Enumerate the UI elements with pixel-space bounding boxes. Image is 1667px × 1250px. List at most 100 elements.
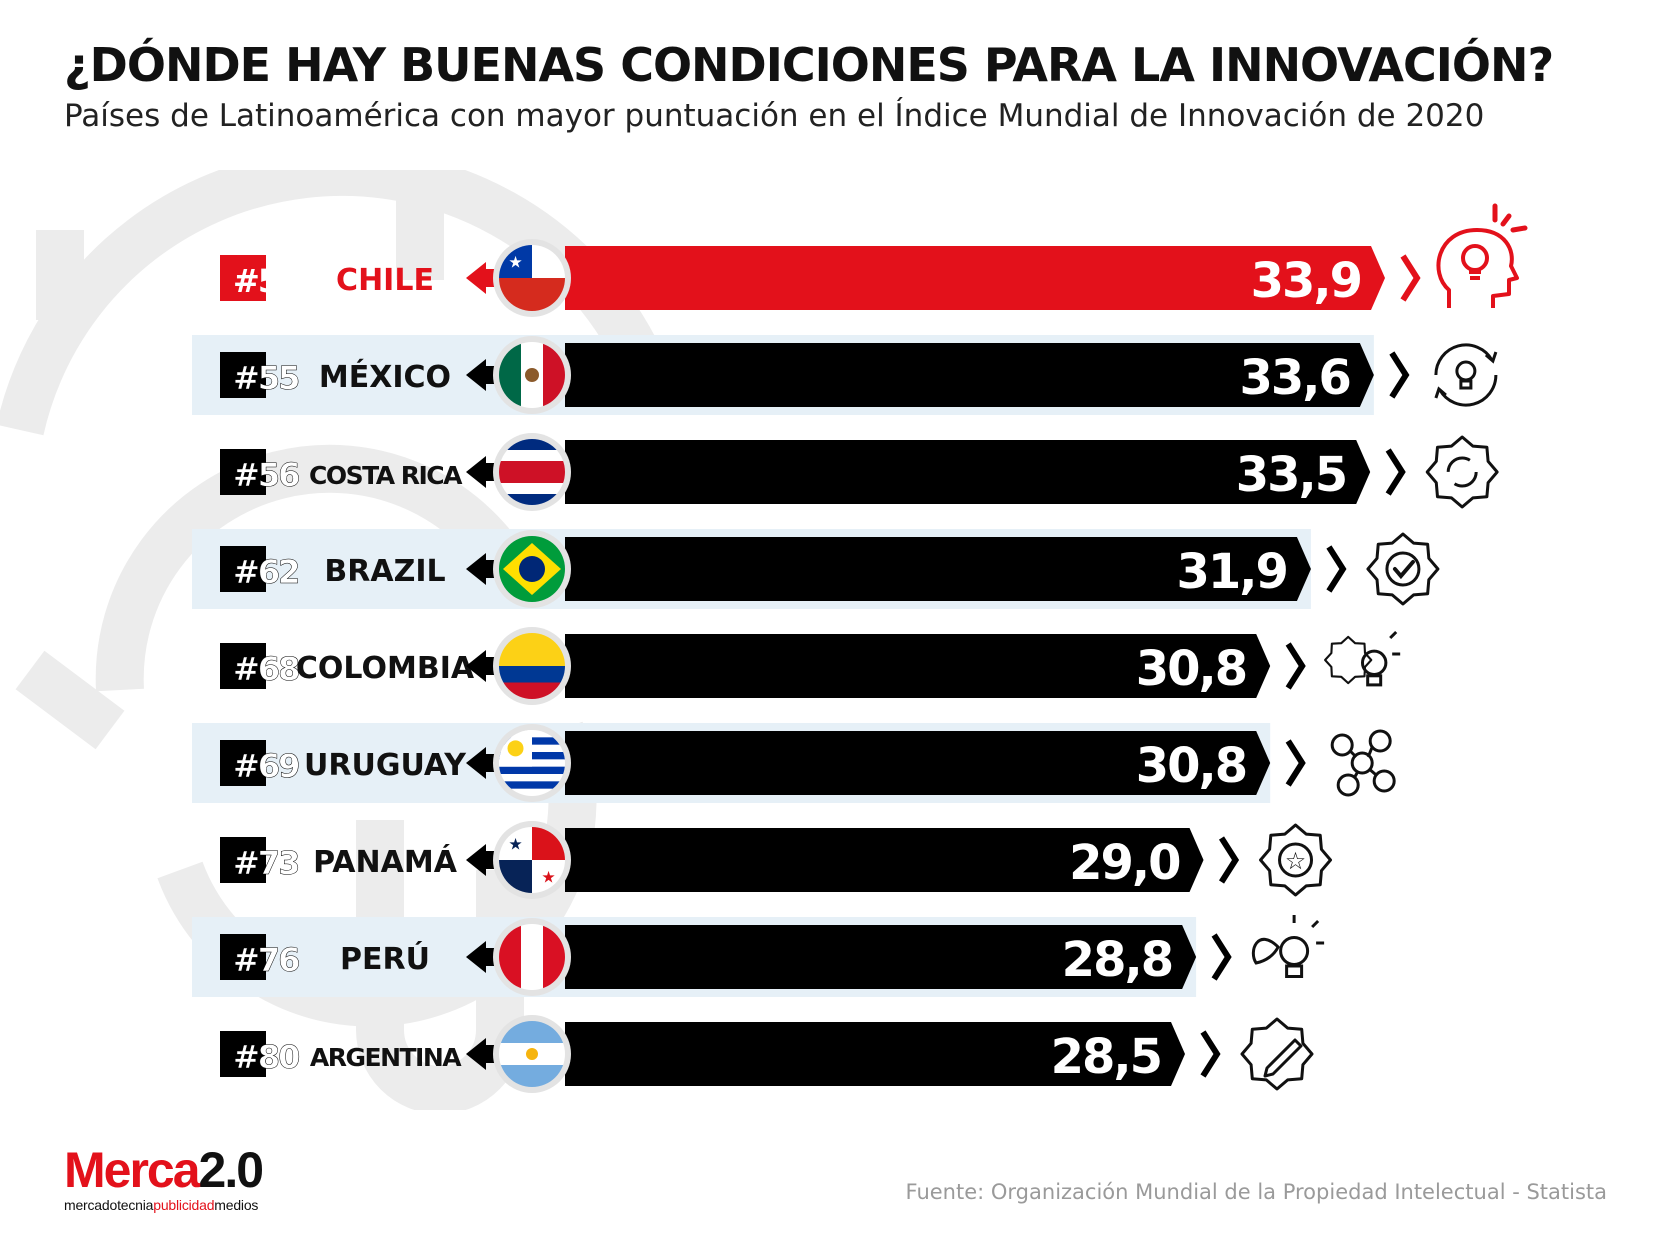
- bar-chart: #54 CHILE ★ 33,9 #55 MÉXICO 33,6 #56 COSTA RICA 3…: [192, 203, 1528, 1093]
- leaf: [1251, 938, 1280, 965]
- rank-label: #54: [233, 262, 299, 300]
- bar-row: #73 PANAMÁ★★ 29,0 ☆: [220, 821, 1333, 899]
- chevron-icon: [1285, 642, 1306, 690]
- bar: [565, 731, 1271, 795]
- flag-band: [499, 1065, 565, 1087]
- node: [1350, 751, 1374, 775]
- flag-band: [521, 924, 543, 990]
- head-lightbulb-icon: [1436, 203, 1528, 308]
- pointer-arrow: [466, 456, 486, 488]
- country-label: PERÚ: [340, 940, 430, 977]
- flag-band: [499, 1021, 565, 1043]
- pointer-arrow: [466, 359, 486, 391]
- rank-badge-box: [220, 643, 266, 689]
- value-label: 33,5: [1236, 447, 1346, 503]
- bulb-base: [1285, 964, 1304, 978]
- bulb-glass: [1360, 649, 1388, 676]
- rank-badge: #54: [220, 255, 301, 301]
- gear-cycle-icon: [1425, 435, 1499, 509]
- lightbulb-cycle-icon: [1434, 343, 1498, 407]
- flag-band: [499, 788, 565, 796]
- flag-fill: ★★: [499, 827, 565, 893]
- bar: [565, 343, 1374, 407]
- colombia-flag: [493, 627, 571, 705]
- value-label: 30,8: [1136, 738, 1246, 794]
- chevron-icon: [1218, 836, 1240, 884]
- gear-outline: [1259, 823, 1333, 897]
- bar-row: #80 ARGENTINA 28,5: [220, 1015, 1314, 1093]
- logo-merca-text: Merca: [64, 1142, 201, 1198]
- flag-fill: [499, 439, 565, 505]
- rank-label: #73: [233, 844, 298, 882]
- pointer-arrow: [466, 747, 486, 779]
- bulb-glass: [1279, 936, 1310, 966]
- logo-tag-3: medios: [214, 1197, 259, 1213]
- page-title: ¿DÓNDE HAY BUENAS CONDICIONES PARA LA IN…: [64, 38, 1554, 92]
- flag-star: ★: [541, 868, 555, 887]
- brazil-flag: [493, 530, 571, 608]
- peru-flag: [493, 918, 571, 996]
- rank-label: #55: [233, 359, 299, 397]
- rank-label: #69: [233, 747, 299, 785]
- idea-rays: [1492, 203, 1528, 233]
- gear-outline: [1324, 635, 1373, 685]
- flag-sun: [526, 1048, 538, 1060]
- value-label: 29,0: [1069, 835, 1180, 891]
- logo-tag-1: mercadotecnia: [64, 1197, 154, 1213]
- rank-badge-box: [220, 255, 266, 301]
- rank-label: #56: [233, 456, 299, 494]
- bulb-base: [1469, 270, 1481, 280]
- network-nodes-icon: [1330, 729, 1396, 797]
- bulb-base: [1459, 379, 1473, 390]
- country-label: ARGENTINA: [310, 1043, 462, 1072]
- flag-band: [499, 461, 565, 483]
- rank-badge: #62: [220, 546, 301, 592]
- chile-flag: ★: [493, 239, 571, 317]
- flag-band: [499, 439, 565, 450]
- bar: [565, 440, 1371, 504]
- value-label: 30,8: [1136, 641, 1246, 697]
- source-note: Fuente: Organización Mundial de la Propi…: [905, 1180, 1607, 1204]
- flag-fill: [499, 924, 565, 990]
- rank-badge-box: [220, 740, 266, 786]
- merca-logo: Merca2.0 mercadotecniapublicidadmedios: [64, 1142, 265, 1213]
- bar-row: #76 PERÚ 28,8: [192, 915, 1325, 997]
- bar: [565, 1022, 1185, 1086]
- flag-star: ★: [508, 253, 522, 272]
- flag-fill: [499, 730, 565, 796]
- check-mark: [1392, 560, 1415, 580]
- chevron-icon: [1326, 545, 1347, 593]
- bar-row: #62 BRAZIL 31,9: [192, 529, 1440, 609]
- flag-fill: [499, 536, 565, 602]
- rank-badge-box: [220, 449, 266, 495]
- small-gear: [1324, 635, 1373, 685]
- logo-tag-2: publicidad: [153, 1197, 215, 1213]
- bar: [565, 246, 1385, 310]
- country-label: BRAZIL: [324, 554, 445, 589]
- value-label: 28,5: [1051, 1029, 1161, 1085]
- rank-badge-box: [220, 546, 266, 592]
- chevron-icon: [1389, 351, 1410, 399]
- flag-band: [499, 860, 532, 893]
- uruguay-flag: [493, 724, 571, 802]
- value-label: 28,8: [1062, 932, 1172, 988]
- flag-emblem: [525, 368, 539, 382]
- gear-outline: [1240, 1017, 1314, 1091]
- rank-badge: #56: [220, 449, 301, 495]
- flag-band: [543, 924, 565, 990]
- mexico-flag: [493, 336, 571, 414]
- bar-row: #56 COSTA RICA 33,5: [220, 433, 1499, 511]
- gear-outline: [1425, 435, 1499, 509]
- flag-band: [532, 827, 565, 860]
- idea-rays: [1292, 915, 1325, 945]
- value-label: 33,9: [1251, 253, 1361, 309]
- pointer-arrow: [466, 553, 486, 585]
- logo-version-text: 2.0: [198, 1142, 265, 1198]
- chevron-icon: [1400, 254, 1421, 302]
- flag-fill: [499, 342, 565, 408]
- bar: [565, 537, 1311, 601]
- pointer-arrow: [466, 262, 486, 294]
- node: [1372, 769, 1396, 793]
- cycle-arrow: [1438, 374, 1498, 407]
